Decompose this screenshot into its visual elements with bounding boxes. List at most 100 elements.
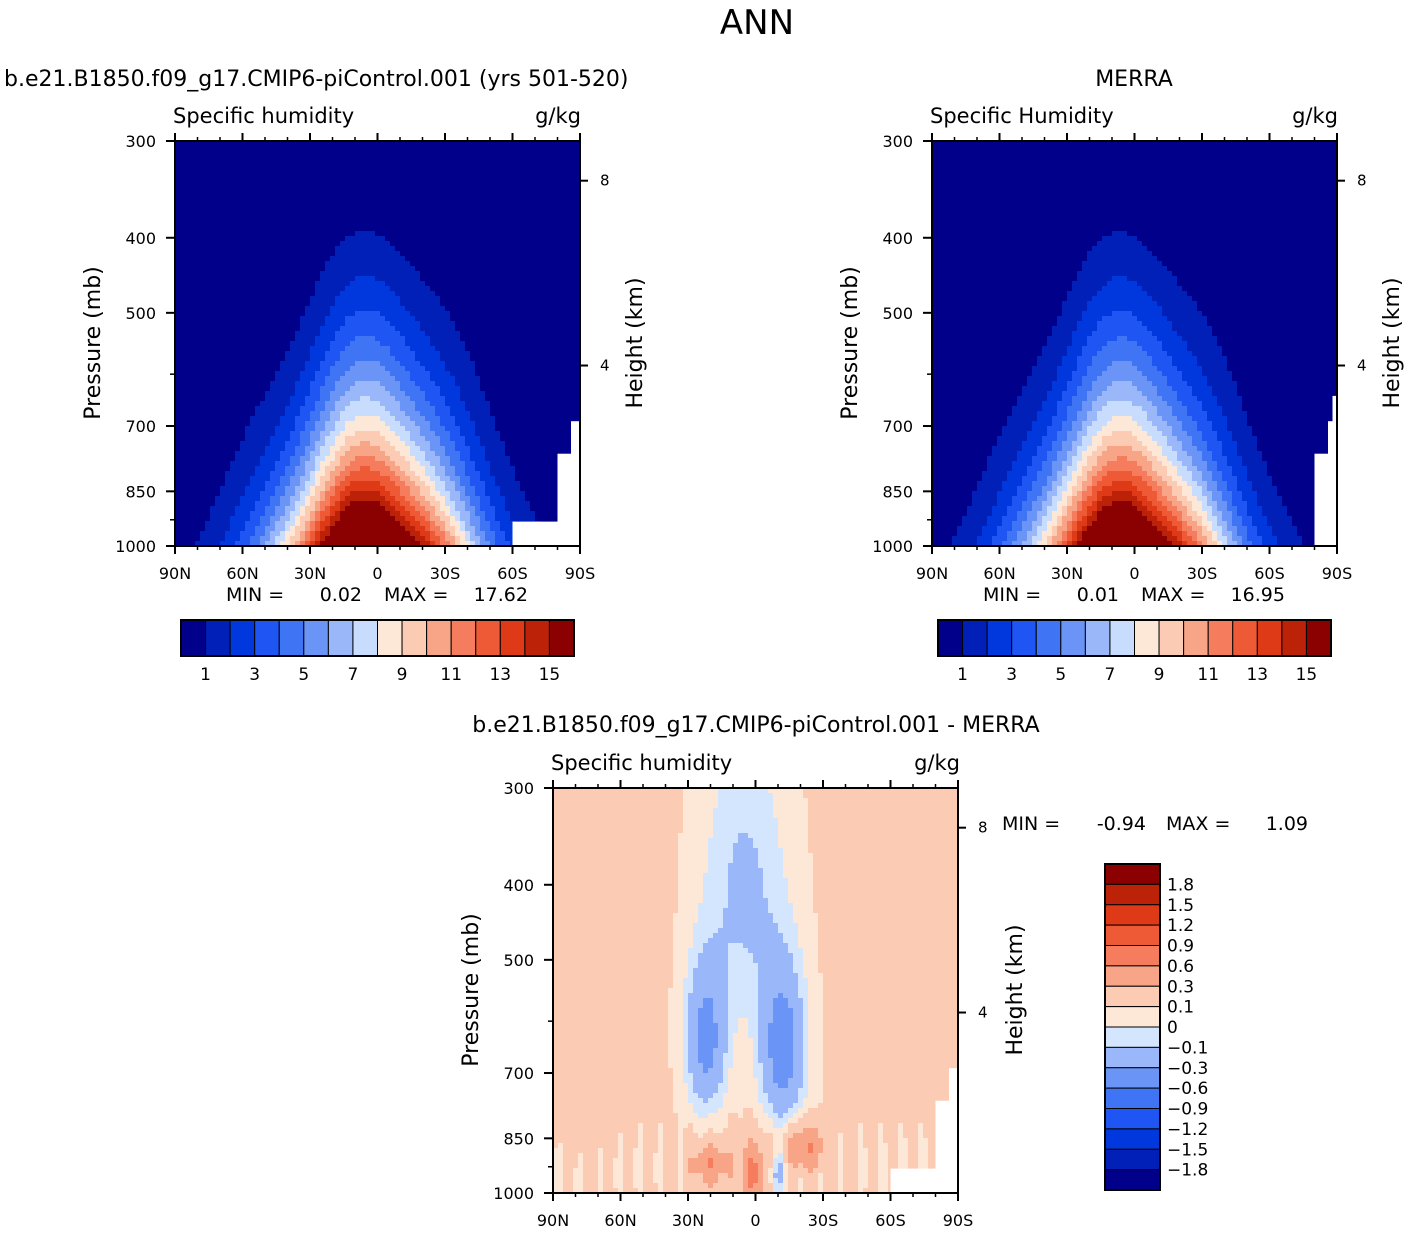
contour-cell xyxy=(475,176,481,182)
contour-cell xyxy=(295,196,301,202)
contour-cell xyxy=(520,171,526,177)
contour-cell xyxy=(540,376,546,382)
contour-cell xyxy=(555,201,561,207)
contour-cell xyxy=(190,226,196,232)
contour-cell xyxy=(405,286,411,292)
contour-cell xyxy=(460,371,466,377)
contour-cell xyxy=(315,431,321,437)
contour-cell xyxy=(525,361,531,367)
contour-cell xyxy=(480,211,486,217)
contour-cell xyxy=(360,431,366,437)
contour-cell xyxy=(195,316,201,322)
contour-cell xyxy=(265,211,271,217)
contour-cell xyxy=(275,371,281,377)
contour-cell xyxy=(200,256,206,262)
contour-cell xyxy=(375,446,381,452)
contour-cell xyxy=(430,401,436,407)
contour-cell xyxy=(440,146,446,152)
contour-cell xyxy=(390,286,396,292)
contour-cell xyxy=(405,306,411,312)
contour-cell xyxy=(360,356,366,362)
contour-cell xyxy=(300,336,306,342)
contour-cell xyxy=(460,216,466,222)
contour-cell xyxy=(340,336,346,342)
contour-cell xyxy=(430,226,436,232)
contour-cell xyxy=(495,391,501,397)
contour-cell xyxy=(415,221,421,227)
contour-cell xyxy=(195,256,201,262)
contour-cell xyxy=(345,321,351,327)
contour-cell xyxy=(545,196,551,202)
contour-cell xyxy=(420,291,426,297)
contour-cell xyxy=(420,276,426,282)
contour-cell xyxy=(500,301,506,307)
contour-cell xyxy=(320,241,326,247)
contour-cell xyxy=(295,151,301,157)
contour-cell xyxy=(530,291,536,297)
contour-cell xyxy=(505,441,511,447)
contour-cell xyxy=(560,141,566,147)
contour-cell xyxy=(190,166,196,172)
contour-cell xyxy=(460,221,466,227)
contour-cell xyxy=(375,296,381,302)
contour-cell xyxy=(310,446,316,452)
contour-cell xyxy=(530,156,536,162)
contour-cell xyxy=(220,186,226,192)
contour-cell xyxy=(330,386,336,392)
contour-cell xyxy=(385,431,391,437)
contour-cell xyxy=(180,181,186,187)
contour-cell xyxy=(355,316,361,322)
contour-cell xyxy=(520,256,526,262)
contour-cell xyxy=(305,211,311,217)
contour-cell xyxy=(475,316,481,322)
contour-cell xyxy=(325,421,331,427)
contour-cell xyxy=(525,426,531,432)
contour-cell xyxy=(255,421,261,427)
contour-cell xyxy=(550,226,556,232)
contour-cell xyxy=(515,266,521,272)
contour-cell xyxy=(180,346,186,352)
contour-cell xyxy=(195,261,201,267)
contour-cell xyxy=(545,286,551,292)
contour-cell xyxy=(325,246,331,252)
contour-cell xyxy=(350,281,356,287)
contour-cell xyxy=(400,201,406,207)
contour-cell xyxy=(245,311,251,317)
contour-cell xyxy=(405,146,411,152)
contour-cell xyxy=(315,201,321,207)
contour-cell xyxy=(235,401,241,407)
contour-cell xyxy=(215,351,221,357)
contour-cell xyxy=(460,286,466,292)
contour-cell xyxy=(475,351,481,357)
contour-cell xyxy=(375,191,381,197)
contour-cell xyxy=(370,231,376,237)
contour-cell xyxy=(420,251,426,257)
contour-cell xyxy=(425,396,431,402)
contour-cell xyxy=(180,141,186,147)
contour-cell xyxy=(555,416,561,422)
contour-cell xyxy=(340,151,346,157)
contour-cell xyxy=(335,236,341,242)
contour-cell xyxy=(340,396,346,402)
contour-cell xyxy=(345,421,351,427)
contour-cell xyxy=(555,301,561,307)
contour-cell xyxy=(215,376,221,382)
contour-cell xyxy=(280,171,286,177)
contour-cell xyxy=(250,331,256,337)
contour-cell xyxy=(345,281,351,287)
contour-cell xyxy=(275,251,281,257)
contour-cell xyxy=(295,201,301,207)
contour-cell xyxy=(210,306,216,312)
contour-cell xyxy=(485,266,491,272)
contour-cell xyxy=(280,221,286,227)
contour-cell xyxy=(295,356,301,362)
contour-cell xyxy=(400,306,406,312)
contour-cell xyxy=(355,291,361,297)
contour-cell xyxy=(550,316,556,322)
contour-cell xyxy=(200,241,206,247)
contour-cell xyxy=(510,401,516,407)
contour-cell xyxy=(520,206,526,212)
contour-cell xyxy=(210,251,216,257)
contour-cell xyxy=(185,321,191,327)
contour-cell xyxy=(535,311,541,317)
